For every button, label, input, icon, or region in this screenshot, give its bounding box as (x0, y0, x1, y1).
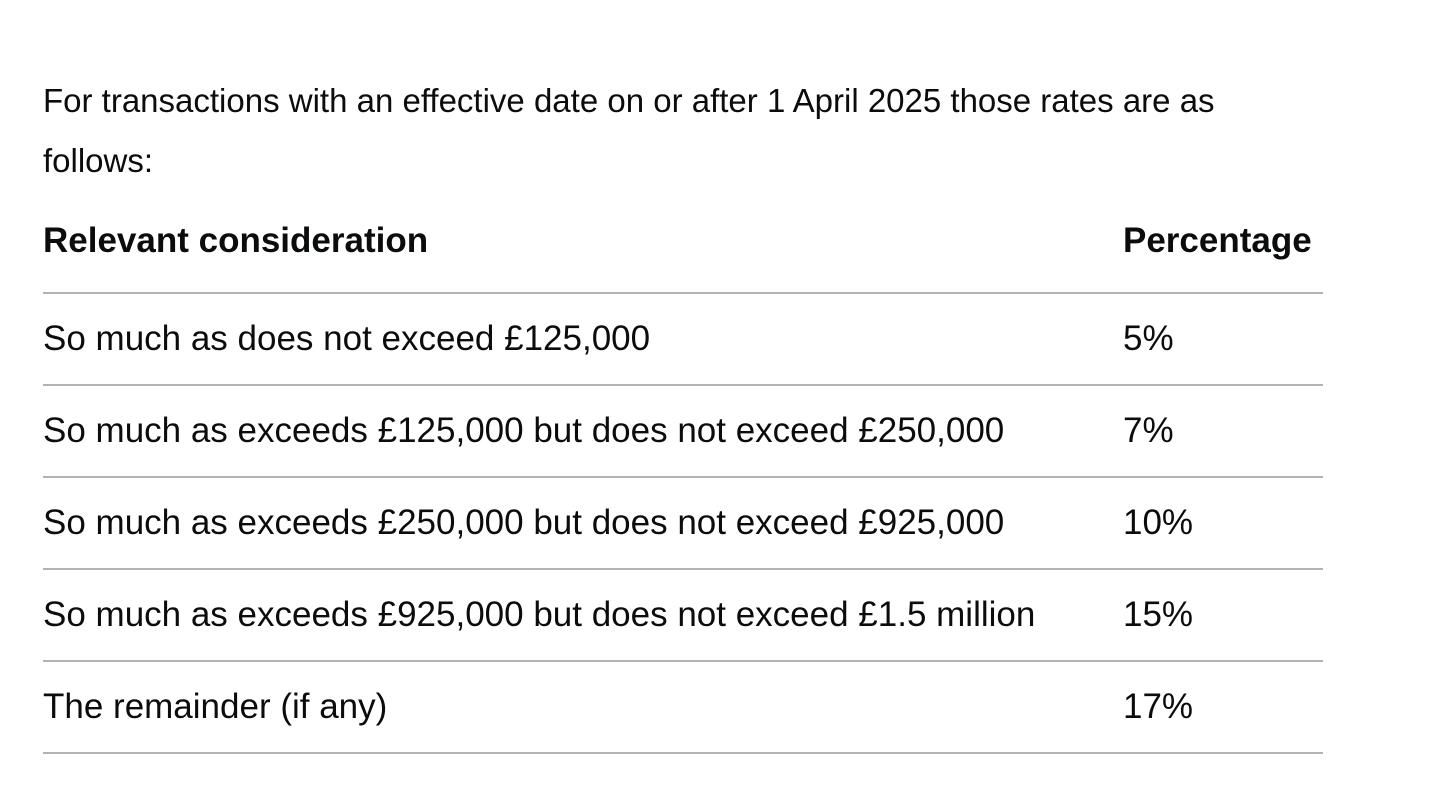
consideration-cell: So much as exceeds £250,000 but does not… (43, 477, 1123, 570)
table-row: So much as does not exceed £125,000 5% (43, 293, 1323, 386)
intro-paragraph: For transactions with an effective date … (43, 82, 1215, 179)
rates-table: Relevant consideration Percentage So muc… (43, 218, 1323, 754)
consideration-cell: The remainder (if any) (43, 661, 1123, 754)
percentage-cell: 10% (1123, 477, 1323, 570)
table-header-row: Relevant consideration Percentage (43, 218, 1323, 294)
header-percentage: Percentage (1123, 218, 1323, 294)
table-row: So much as exceeds £925,000 but does not… (43, 569, 1323, 662)
percentage-cell: 5% (1123, 293, 1323, 386)
table-row: The remainder (if any) 17% (43, 661, 1323, 754)
consideration-cell: So much as does not exceed £125,000 (43, 293, 1123, 386)
header-relevant-consideration: Relevant consideration (43, 218, 1123, 294)
percentage-cell: 7% (1123, 385, 1323, 478)
consideration-cell: So much as exceeds £925,000 but does not… (43, 569, 1123, 662)
table-row: So much as exceeds £250,000 but does not… (43, 477, 1323, 570)
table-row: So much as exceeds £125,000 but does not… (43, 385, 1323, 478)
consideration-cell: So much as exceeds £125,000 but does not… (43, 385, 1123, 478)
percentage-cell: 15% (1123, 569, 1323, 662)
percentage-cell: 17% (1123, 661, 1323, 754)
